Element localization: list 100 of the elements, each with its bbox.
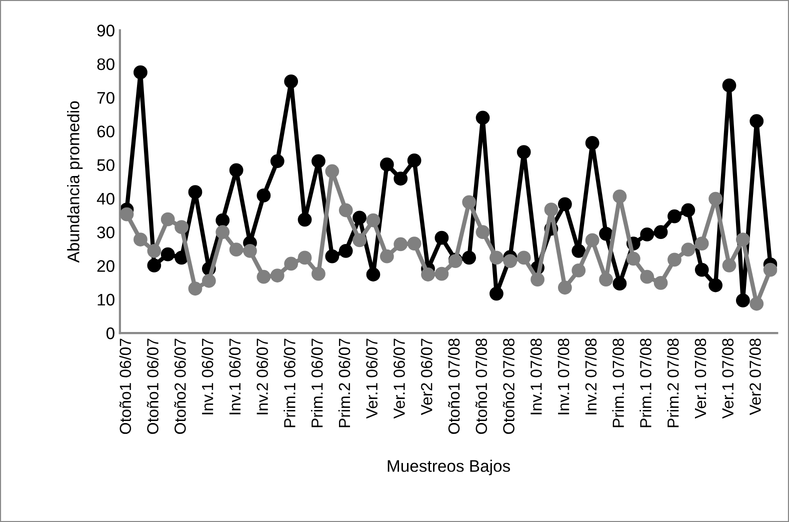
point bbox=[160, 247, 175, 262]
y-tick-label: 40 bbox=[96, 192, 114, 205]
point bbox=[338, 203, 353, 218]
point bbox=[544, 202, 558, 217]
point bbox=[654, 225, 668, 240]
point bbox=[668, 252, 682, 267]
point bbox=[558, 197, 572, 212]
x-tick-label: Prim.1 06/07 bbox=[311, 338, 323, 428]
point bbox=[585, 233, 600, 248]
x-tick-label: Ver.1 07/08 bbox=[694, 338, 706, 419]
y-tick-label: 20 bbox=[97, 260, 114, 272]
point bbox=[160, 212, 175, 226]
point bbox=[174, 220, 188, 234]
x-tick-label: Otoño1 07/08 bbox=[475, 338, 488, 434]
x-tick-label: Prim.1 07/08 bbox=[640, 338, 652, 428]
y-tick-label: 60 bbox=[97, 126, 114, 138]
point bbox=[380, 249, 394, 264]
point bbox=[147, 244, 162, 258]
point bbox=[298, 250, 312, 265]
y-tick-label: 10 bbox=[98, 294, 114, 306]
point bbox=[516, 145, 531, 159]
x-tick-label: Ver.1 06/07 bbox=[393, 338, 405, 419]
y-tick-label: 90 bbox=[97, 24, 114, 36]
point bbox=[134, 65, 148, 80]
point bbox=[750, 114, 764, 128]
point bbox=[256, 270, 271, 284]
point bbox=[599, 226, 613, 241]
x-tick-label: Otoño1 07/08 bbox=[448, 338, 460, 434]
point bbox=[434, 266, 449, 281]
point bbox=[325, 249, 340, 264]
x-tick-label: Ver.1 06/07 bbox=[366, 338, 378, 419]
point bbox=[188, 185, 202, 200]
x-tick-label: Ver2 06/07 bbox=[420, 338, 432, 416]
point bbox=[708, 278, 722, 292]
x-tick-label: Ver.1 07/08 bbox=[722, 338, 734, 419]
x-tick-label: Ver2 07/08 bbox=[749, 338, 761, 416]
point bbox=[654, 276, 668, 290]
point bbox=[681, 242, 696, 257]
y-axis-title: Abundancia promedio bbox=[67, 101, 83, 263]
x-tick-label: Inv.1 07/08 bbox=[557, 338, 570, 414]
point bbox=[585, 136, 600, 150]
point bbox=[750, 296, 764, 311]
point bbox=[202, 274, 216, 288]
point bbox=[722, 78, 736, 92]
point bbox=[284, 256, 298, 271]
point bbox=[736, 232, 750, 246]
y-tick-label: 70 bbox=[97, 92, 114, 104]
point bbox=[694, 262, 709, 277]
point bbox=[612, 276, 627, 291]
point bbox=[312, 154, 326, 168]
point bbox=[668, 209, 682, 224]
x-tick-label: Inv.1 07/08 bbox=[530, 338, 542, 414]
x-tick-label: Prim.1 06/07 bbox=[284, 338, 296, 428]
point bbox=[229, 242, 244, 257]
point bbox=[763, 262, 778, 277]
point bbox=[243, 244, 257, 258]
x-tick-label: Prim.1 07/08 bbox=[612, 338, 624, 428]
point bbox=[462, 250, 476, 265]
point bbox=[558, 280, 572, 295]
point bbox=[572, 244, 586, 258]
x-tick-label: Otoño2 06/07 bbox=[174, 338, 186, 434]
x-tick-label: Inv.1 06/07 bbox=[228, 338, 241, 414]
x-tick-label: Otoño1 06/07 bbox=[146, 338, 158, 434]
point bbox=[325, 164, 340, 178]
point bbox=[256, 188, 271, 202]
point bbox=[462, 195, 476, 210]
point bbox=[270, 154, 284, 168]
point bbox=[312, 266, 326, 281]
point bbox=[366, 268, 380, 282]
x-tick-label: Inv.1 06/07 bbox=[201, 338, 214, 414]
point bbox=[380, 158, 394, 172]
point bbox=[407, 236, 422, 250]
point bbox=[530, 272, 544, 286]
point bbox=[270, 268, 284, 282]
point bbox=[216, 225, 230, 240]
x-tick-label: Otoño1 06/07 bbox=[119, 338, 132, 434]
point bbox=[338, 244, 353, 258]
point bbox=[407, 154, 422, 168]
point bbox=[490, 286, 504, 301]
point bbox=[284, 74, 298, 88]
point bbox=[640, 228, 654, 242]
point bbox=[694, 236, 709, 250]
x-tick-label: Otoño2 07/08 bbox=[502, 338, 514, 434]
x-tick-label: Prim.2 07/08 bbox=[667, 338, 679, 428]
point bbox=[120, 207, 134, 222]
point bbox=[216, 213, 230, 228]
point bbox=[134, 232, 148, 246]
point bbox=[434, 230, 449, 245]
point bbox=[352, 210, 366, 225]
x-axis-title: Muestreos Bajos bbox=[388, 460, 510, 476]
point bbox=[366, 213, 380, 228]
point bbox=[421, 268, 435, 282]
y-tick-label: 30 bbox=[97, 226, 114, 238]
point bbox=[298, 212, 312, 227]
point bbox=[476, 110, 490, 125]
point bbox=[147, 258, 162, 272]
x-tick-label: Prim.2 06/07 bbox=[338, 338, 350, 428]
point bbox=[352, 233, 366, 248]
point bbox=[708, 192, 722, 206]
point bbox=[572, 264, 586, 278]
